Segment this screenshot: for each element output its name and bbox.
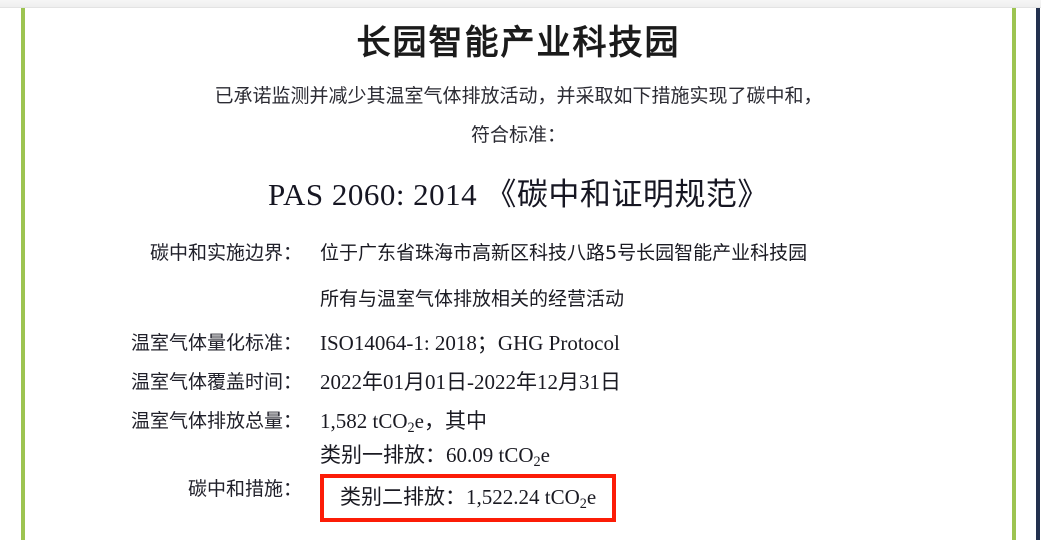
total-emissions-subscript: 2 (407, 419, 415, 436)
decor-rule-green-left (21, 8, 25, 540)
detail-label-boundary: 碳中和实施边界： (149, 241, 302, 264)
detail-value-coverage-period: 2022年01月01日-2022年12月31日 (320, 369, 621, 394)
certificate-lede: 已承诺监测并减少其温室气体排放活动，并采取如下措施实现了碳中和， 符合标准： (25, 84, 1012, 146)
detail-label-total-emissions: 温室气体排放总量： (130, 409, 302, 432)
detail-value-category-one-emissions: 类别一排放：60.09 tCO2e (320, 440, 1012, 470)
decor-rule-navy-right (1036, 8, 1040, 540)
category-one-suffix: e (540, 442, 550, 467)
detail-row-coverage-period: 温室气体覆盖时间： 2022年01月01日-2022年12月31日 (25, 367, 1012, 397)
detail-label-quantification-standard: 温室气体量化标准： (130, 331, 302, 354)
app-toolbar-strip (0, 0, 1041, 8)
certificate-lede-line-2: 符合标准： (470, 123, 566, 146)
certificate-document: 长园智能产业科技园 已承诺监测并减少其温室气体排放活动，并采取如下措施实现了碳中… (25, 8, 1012, 540)
detail-label-coverage-period: 温室气体覆盖时间： (130, 370, 302, 393)
detail-row-total-emissions: 温室气体排放总量： 1,582 tCO2e，其中 (25, 406, 1012, 436)
detail-value-boundary-line-1: 位于广东省珠海市高新区科技八路5号长园智能产业科技园 (320, 241, 808, 264)
certificate-standard-reference: PAS 2060: 2014 《碳中和证明规范》 (268, 176, 769, 212)
detail-value-total-emissions: 1,582 tCO2e，其中 (320, 406, 1012, 436)
category-two-subscript: 2 (579, 495, 587, 512)
detail-value-boundary: 位于广东省珠海市高新区科技八路5号长园智能产业科技园 所有与温室气体排放相关的经… (320, 238, 1012, 314)
highlight-annotation-box: 类别二排放：1,522.24 tCO2e (320, 473, 617, 522)
category-one-amount: 类别一排放：60.09 tCO (320, 442, 534, 467)
detail-row-category-one-emissions: 类别一排放：60.09 tCO2e (25, 440, 1012, 470)
decor-rule-green-right (1012, 8, 1016, 540)
detail-row-category-two-emissions: 碳中和措施： 类别二排放：1,522.24 tCO2e (25, 473, 1012, 522)
detail-value-quantification-standard: ISO14064-1: 2018；GHG Protocol (320, 330, 620, 355)
certificate-detail-rows: 碳中和实施边界： 位于广东省珠海市高新区科技八路5号长园智能产业科技园 所有与温… (25, 238, 1012, 522)
certificate-lede-line-1: 已承诺监测并减少其温室气体排放活动，并采取如下措施实现了碳中和， (214, 84, 823, 107)
category-two-suffix: e (586, 484, 597, 509)
detail-label-offset-measures: 碳中和措施： (187, 477, 302, 500)
detail-row-quantification-standard: 温室气体量化标准： ISO14064-1: 2018；GHG Protocol (25, 328, 1012, 358)
category-two-amount: 类别二排放：1,522.24 tCO (340, 484, 580, 509)
certificate-title: 长园智能产业科技园 (356, 23, 681, 63)
total-emissions-amount: 1,582 tCO (320, 408, 408, 433)
category-one-subscript: 2 (533, 453, 541, 470)
total-emissions-suffix: e，其中 (414, 408, 487, 433)
detail-value-boundary-line-2: 所有与温室气体排放相关的经营活动 (320, 287, 625, 310)
detail-value-category-two-emissions: 类别二排放：1,522.24 tCO2e (320, 473, 1012, 522)
detail-row-boundary: 碳中和实施边界： 位于广东省珠海市高新区科技八路5号长园智能产业科技园 所有与温… (25, 238, 1012, 314)
